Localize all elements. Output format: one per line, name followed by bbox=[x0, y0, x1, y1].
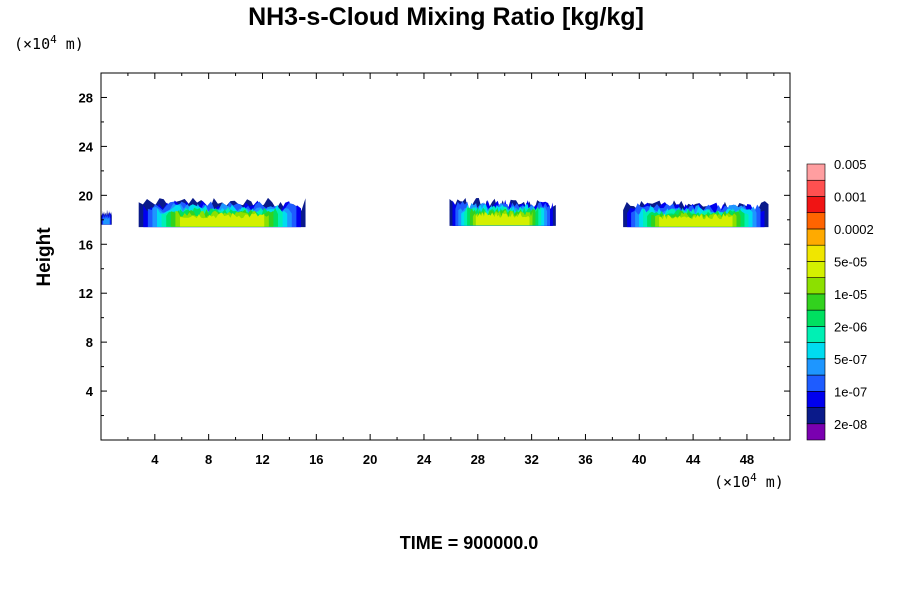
x-tick-label: 20 bbox=[363, 452, 377, 467]
colorbar-swatch bbox=[806, 277, 826, 295]
cloud-patch bbox=[138, 197, 306, 228]
cloud-contour-level bbox=[659, 213, 733, 227]
cloud-contour-level bbox=[475, 211, 530, 226]
y-axis-label: Height bbox=[34, 227, 55, 287]
x-tick-label: 28 bbox=[471, 452, 485, 467]
cloud-field bbox=[101, 197, 769, 228]
colorbar-swatch bbox=[806, 390, 826, 408]
colorbar-swatch bbox=[806, 342, 826, 360]
colorbar-swatch bbox=[806, 309, 826, 327]
cloud-contour-level bbox=[103, 216, 110, 225]
x-unit-label: (×104 m) bbox=[714, 471, 784, 491]
x-tick-label: 48 bbox=[740, 452, 754, 467]
colorbar-label: 5e-07 bbox=[834, 352, 867, 367]
colorbar-label: 1e-07 bbox=[834, 384, 867, 399]
cloud-contour-level bbox=[179, 212, 265, 227]
colorbar-swatch bbox=[806, 163, 826, 181]
chart-title: NH3-s-Cloud Mixing Ratio [kg/kg] bbox=[248, 3, 644, 31]
colorbar-swatch bbox=[806, 407, 826, 425]
colorbar-label: 0.005 bbox=[834, 157, 867, 172]
x-tick-label: 16 bbox=[309, 452, 323, 467]
x-axis: 4 8 12 16 20 24 28 32 36 40 44 48 bbox=[127, 73, 775, 467]
x-tick-label: 12 bbox=[255, 452, 269, 467]
cloud-patch bbox=[449, 198, 556, 226]
plot-area bbox=[101, 73, 790, 440]
colorbar-swatch bbox=[806, 212, 826, 230]
x-tick-label: 24 bbox=[417, 452, 432, 467]
y-tick-label: 12 bbox=[79, 286, 93, 301]
y-tick-label: 4 bbox=[86, 384, 94, 399]
colorbar-label: 2e-06 bbox=[834, 319, 867, 334]
colorbar-swatch bbox=[806, 228, 826, 246]
cloud-patch bbox=[623, 200, 769, 228]
x-tick-label: 36 bbox=[578, 452, 592, 467]
colorbar-label: 2e-08 bbox=[834, 417, 867, 432]
colorbar-label: 5e-05 bbox=[834, 254, 867, 269]
colorbar-swatch bbox=[806, 374, 826, 392]
x-tick-label: 32 bbox=[524, 452, 538, 467]
plot-frame bbox=[100, 72, 791, 441]
colorbar-label: 1e-05 bbox=[834, 287, 867, 302]
y-tick-label: 28 bbox=[79, 90, 93, 105]
y-tick-label: 20 bbox=[79, 188, 93, 203]
y-tick-label: 24 bbox=[79, 139, 94, 154]
time-label: TIME = 900000.0 bbox=[400, 533, 539, 553]
colorbar-label: 0.001 bbox=[834, 189, 867, 204]
colorbar-swatch bbox=[806, 358, 826, 376]
y-tick-label: 8 bbox=[86, 335, 93, 350]
y-unit-label: (×104 m) bbox=[14, 33, 84, 53]
colorbar-swatch bbox=[806, 423, 826, 441]
colorbar-swatch bbox=[806, 261, 826, 278]
colorbar-swatch bbox=[806, 244, 826, 262]
y-tick-label: 16 bbox=[79, 237, 93, 252]
colorbar-swatch bbox=[806, 179, 826, 197]
colorbar-swatch bbox=[806, 293, 826, 311]
x-tick-label: 40 bbox=[632, 452, 646, 467]
x-tick-label: 4 bbox=[151, 452, 159, 467]
colorbar-swatch bbox=[806, 196, 826, 214]
y-axis: 4 8 12 16 20 24 28 bbox=[79, 90, 790, 417]
colorbar: 2e-08 1e-07 5e-07 2e-06 1e-05 5e-05 0.0002 0.00… bbox=[806, 157, 874, 441]
x-tick-label: 8 bbox=[205, 452, 212, 467]
colorbar-label: 0.0002 bbox=[834, 222, 874, 237]
cloud-patch bbox=[101, 210, 112, 225]
colorbar-swatch bbox=[806, 326, 826, 343]
x-tick-label: 44 bbox=[686, 452, 701, 467]
